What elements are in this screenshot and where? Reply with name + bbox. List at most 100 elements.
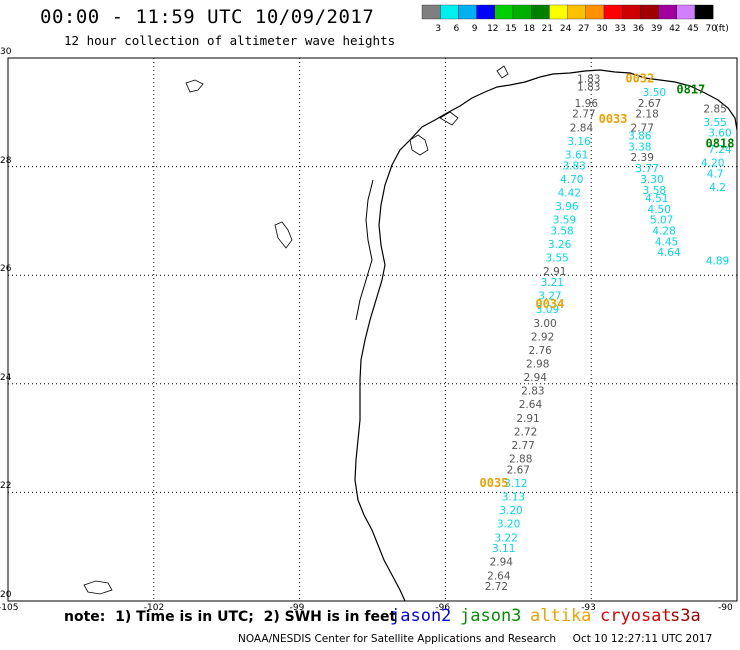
wave-height-value: 5.07 xyxy=(650,215,673,227)
wave-height-value: 3.59 xyxy=(553,215,576,227)
coastline xyxy=(354,69,738,602)
wave-height-value: 3.20 xyxy=(499,505,522,517)
satellite-legend-s3a: s3a xyxy=(670,606,701,626)
inland-lake xyxy=(496,65,509,79)
colorbar-label: 36 xyxy=(633,24,645,34)
wave-height-value: 3.00 xyxy=(533,318,556,330)
wave-height-value: 1.83 xyxy=(577,82,600,94)
wave-height-value: 3.22 xyxy=(494,532,517,544)
wave-height-value: 4.64 xyxy=(657,247,681,259)
wave-height-value: 3.50 xyxy=(643,87,666,99)
time-labels: 0032 0033 0034 0035 0817 0818 xyxy=(480,71,735,490)
inland-lake xyxy=(185,79,204,93)
satellite-legend-altika: altika xyxy=(530,606,592,626)
wave-height-value: 2.85 xyxy=(703,103,726,115)
wave-height-value: 3.20 xyxy=(497,519,520,531)
wave-height-value: 3.16 xyxy=(567,136,591,148)
wave-height-value: 3.09 xyxy=(536,304,559,316)
colorbar-swatch xyxy=(694,4,714,20)
wave-height-labels: 1.831.831.962.772.843.163.613.834.704.42… xyxy=(485,73,732,593)
colorbar-label: 39 xyxy=(651,24,663,34)
time-label: 0818 xyxy=(706,137,735,151)
satellite-legend-jason2: jason2 xyxy=(390,606,452,626)
y-tick-label: 28 xyxy=(0,155,12,166)
bay-outline xyxy=(409,111,459,156)
wave-height-value: 2.84 xyxy=(570,122,594,134)
y-tick-label: 24 xyxy=(0,372,12,383)
wave-height-value: 4.7 xyxy=(707,168,724,180)
time-label: 0034 xyxy=(535,297,564,311)
wave-height-value: 3.11 xyxy=(492,543,515,555)
wave-height-value: 3.60 xyxy=(708,128,731,140)
wave-height-value: 4.70 xyxy=(560,174,583,186)
wave-height-value: 3.38 xyxy=(628,141,651,153)
wave-height-value: 2.77 xyxy=(511,440,534,452)
wave-height-value: 2.77 xyxy=(572,109,595,121)
wave-height-value: 3.83 xyxy=(562,160,585,172)
wave-height-value: 2.72 xyxy=(485,581,508,593)
colorbar-label: 42 xyxy=(669,24,680,34)
wave-height-value: 3.55 xyxy=(545,253,568,265)
wave-height-value: 1.96 xyxy=(575,98,599,110)
wave-height-value: 3.55 xyxy=(703,117,726,129)
wave-height-value: 2.18 xyxy=(635,109,658,121)
colorbar-label: 6 xyxy=(454,24,460,34)
wave-height-value: 2.64 xyxy=(487,570,511,582)
wave-height-value: 2.91 xyxy=(543,266,566,278)
wave-height-value: 3.61 xyxy=(565,149,588,161)
wave-height-value: 3.27 xyxy=(538,291,561,303)
credit-line: NOAA/NESDIS Center for Satellite Applica… xyxy=(238,633,713,645)
time-label: 0817 xyxy=(676,82,705,96)
wave-height-value: 2.77 xyxy=(631,122,654,134)
grid-lines xyxy=(8,58,737,601)
wave-height-value: 3.26 xyxy=(548,239,572,251)
colorbar-label: 33 xyxy=(614,24,625,34)
wave-height-value: 3.58 xyxy=(643,185,666,197)
x-tick-label: -90 xyxy=(718,603,733,613)
footnote: note: 1) Time is in UTC; 2) SWH is in fe… xyxy=(64,609,397,625)
colorbar-label: 70 xyxy=(705,24,717,34)
x-tick-label: -93 xyxy=(581,603,596,613)
wave-height-value: 2.76 xyxy=(528,345,552,357)
wave-height-value: 2.91 xyxy=(516,413,539,425)
map-title: 00:00 - 11:59 UTC 10/09/2017 xyxy=(40,6,375,28)
wave-height-value: 4.51 xyxy=(645,193,668,205)
x-tick-label: -99 xyxy=(289,603,305,613)
wave-height-value: 4.20 xyxy=(701,158,724,170)
wave-height-value: 2.67 xyxy=(507,464,530,476)
map-frame xyxy=(7,57,738,602)
wave-height-value: 2.72 xyxy=(514,426,537,438)
wave-height-value: 4.50 xyxy=(648,204,671,216)
wave-height-value: 4.42 xyxy=(558,187,581,199)
satellite-legend-jason3: jason3 xyxy=(460,606,522,626)
wave-height-value: 3.58 xyxy=(550,225,573,237)
wave-height-value: 2.67 xyxy=(638,98,661,110)
wave-height-value: 4.2 xyxy=(709,182,726,194)
y-tick-label: 30 xyxy=(0,47,12,57)
colorbar-label: 24 xyxy=(560,24,572,34)
colorbar-label: 3 xyxy=(435,24,441,34)
wave-height-value: 3.86 xyxy=(628,130,652,142)
x-tick-label: -96 xyxy=(435,603,451,613)
colorbar-label: 30 xyxy=(596,24,608,34)
wave-height-value: 3.96 xyxy=(555,201,579,213)
inland-lake xyxy=(83,580,113,595)
wave-height-value: 4.89 xyxy=(706,255,729,267)
color-legend: 3 6 9 12 15 18 21 24 27 30 33 36 39 42 45 70(ft) xyxy=(421,4,729,34)
wave-height-value: 2.98 xyxy=(526,359,549,371)
wave-height-value: 4.28 xyxy=(652,225,675,237)
colorbar-unit: (ft) xyxy=(715,24,729,34)
wave-height-value: 2.94 xyxy=(524,372,548,384)
colorbar-label: 21 xyxy=(542,24,553,34)
time-label: 0032 xyxy=(625,71,654,85)
x-tick-label: -102 xyxy=(143,603,165,613)
wave-height-value: 1.83 xyxy=(577,73,600,85)
wave-height-value: 2.88 xyxy=(509,454,532,466)
wave-height-value: 7.24 xyxy=(708,144,732,156)
wave-height-value: 2.64 xyxy=(519,399,543,411)
wave-height-value: 3.12 xyxy=(504,478,527,490)
time-label: 0033 xyxy=(599,112,628,126)
colorbar-label: 45 xyxy=(687,24,698,34)
y-tick-label: 26 xyxy=(0,264,12,275)
